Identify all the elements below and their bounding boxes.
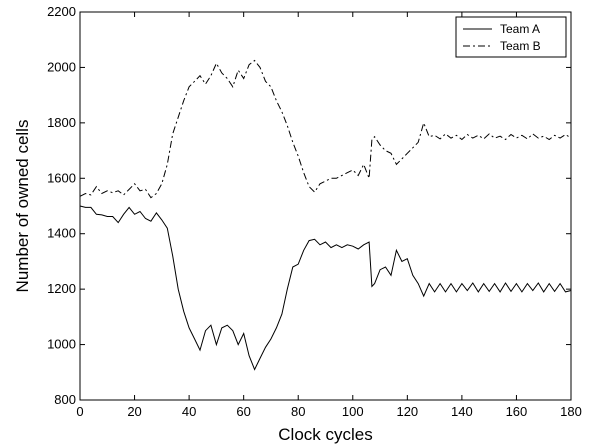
y-tick-label: 2000 [47,59,76,74]
y-tick-label: 1600 [47,170,76,185]
series-line-team-a [79,205,572,371]
y-tick-label: 800 [54,392,76,407]
x-tick-label: 160 [506,404,528,419]
y-tick-label: 1200 [47,281,76,296]
y-tick-label: 1400 [47,226,76,241]
x-tick-label: 140 [451,404,473,419]
plot-frame [79,11,572,401]
y-axis-title: Number of owned cells [13,120,32,293]
y-tick-label: 1800 [47,115,76,130]
y-tick-label: 1000 [47,337,76,352]
ticks-layer: 0 20 40 60 80 100 120 140 160 180 800 1000 1200 1400 1… [47,4,582,419]
series-layer [79,59,572,371]
x-tick-label: 0 [76,404,83,419]
x-tick-label: 60 [236,404,250,419]
x-tick-label: 120 [396,404,418,419]
legend-label-team-b: Team B [500,39,541,53]
x-tick-label: 180 [560,404,582,419]
legend: Team A Team B [455,16,567,58]
x-tick-label: 20 [127,404,141,419]
legend-label-team-a: Team A [500,22,540,36]
legend-box [455,16,567,58]
x-tick-label: 80 [291,404,305,419]
y-tick-label: 2200 [47,4,76,19]
x-axis-title: Clock cycles [278,425,372,444]
x-tick-label: 40 [182,404,196,419]
series-line-team-b [79,59,572,199]
x-tick-label: 100 [342,404,364,419]
